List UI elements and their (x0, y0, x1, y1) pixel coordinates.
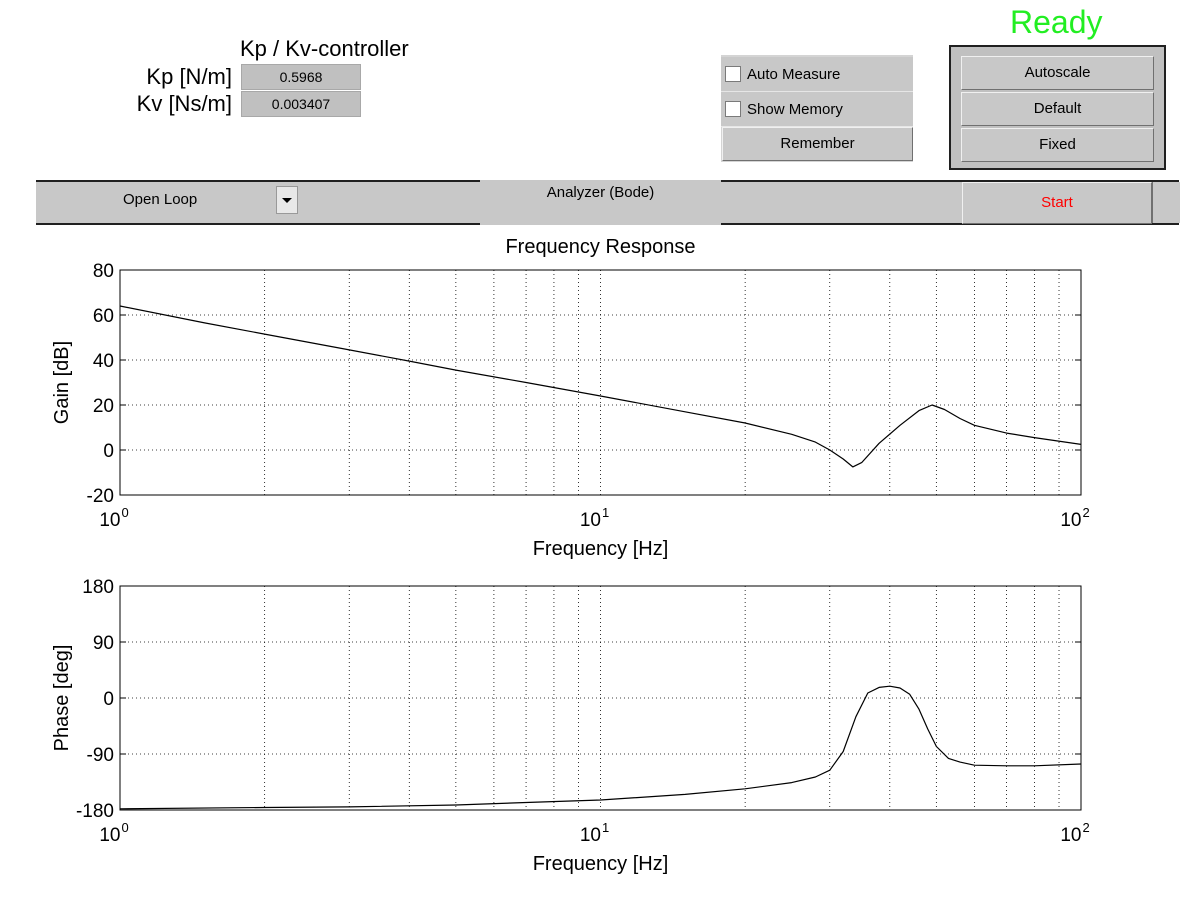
fixed-button[interactable]: Fixed (961, 128, 1154, 162)
kp-field[interactable]: 0.5968 (241, 64, 361, 90)
mode-select[interactable]: Open Loop (123, 191, 198, 208)
chart2-frame (119, 585, 1082, 811)
analyzer-label: Analyzer (Bode) (546, 184, 655, 201)
autoscale-button[interactable]: Autoscale (961, 56, 1154, 90)
chart1-y-tick-label: -20 (87, 486, 114, 507)
chart2-x-tick-label: 102 (1060, 820, 1089, 846)
auto-measure-label: Auto Measure (747, 66, 841, 83)
scale-panel: Autoscale Default Fixed (949, 45, 1166, 170)
chart2-y-tick-label: 180 (82, 577, 114, 598)
default-button[interactable]: Default (961, 92, 1154, 126)
show-memory-checkbox[interactable] (725, 101, 741, 117)
chart1-y-tick-label: 80 (93, 261, 114, 282)
show-memory-label: Show Memory (747, 101, 843, 118)
chart2-y-axis-label: Phase [deg] (51, 645, 73, 752)
chart1-x-tick-label: 101 (580, 505, 609, 531)
chart1-y-tick-label: 0 (103, 441, 114, 462)
chart1-y-axis-label: Gain [dB] (51, 341, 73, 424)
chart2-y-tick-label: -180 (76, 801, 114, 822)
kv-label: Kv [Ns/m] (136, 91, 232, 116)
chart1-x-tick-label: 100 (99, 505, 128, 531)
chart1-title: Frequency Response (505, 236, 695, 258)
chart2-series-line-0 (119, 685, 1082, 810)
chart1-series-line-0 (119, 305, 1082, 468)
chart2-y-tick-label: -90 (87, 745, 114, 766)
show-memory-option[interactable]: Show Memory (721, 92, 913, 127)
chart2-x-tick-label: 101 (580, 820, 609, 846)
chart1-frame (119, 269, 1082, 496)
chart1-y-tick-label: 40 (93, 351, 114, 372)
controller-title: Kp / Kv-controller (240, 36, 409, 61)
chart1-x-tick-label: 102 (1060, 505, 1089, 531)
chart2-y-tick-label: 0 (103, 689, 114, 710)
analyzer-panel: Analyzer (Bode) (480, 180, 721, 225)
chart1-x-axis-label: Frequency [Hz] (533, 538, 669, 560)
status-text: Ready (1010, 4, 1103, 40)
chart2-y-tick-label: 90 (93, 633, 114, 654)
options-panel: Auto Measure Show Memory Remember (721, 55, 913, 162)
kv-field[interactable]: 0.003407 (241, 91, 361, 117)
chart2-x-axis-label: Frequency [Hz] (533, 853, 669, 875)
kp-label: Kp [N/m] (146, 64, 232, 89)
auto-measure-option[interactable]: Auto Measure (721, 57, 913, 92)
chart1-y-tick-label: 20 (93, 396, 114, 417)
mode-dropdown-button[interactable] (276, 186, 298, 214)
auto-measure-checkbox[interactable] (725, 66, 741, 82)
chart1-y-tick-label: 60 (93, 306, 114, 327)
remember-button[interactable]: Remember (722, 127, 913, 161)
chart2-x-tick-label: 100 (99, 820, 128, 846)
start-button[interactable]: Start (962, 182, 1152, 224)
toolbar-end-cap (1152, 182, 1180, 223)
chevron-down-icon (282, 198, 292, 203)
